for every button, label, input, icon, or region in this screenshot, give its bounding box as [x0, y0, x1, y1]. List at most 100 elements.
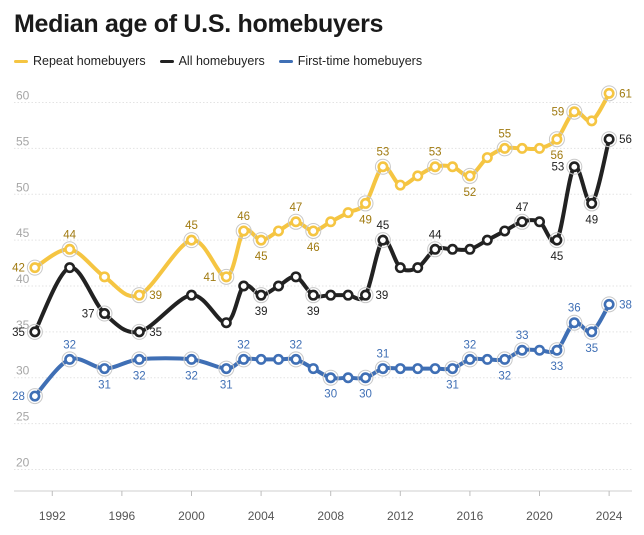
- data-point-first-time-1997[interactable]: [133, 353, 145, 365]
- data-point-repeat-2022[interactable]: [568, 106, 580, 118]
- data-point-all-2008[interactable]: [325, 289, 337, 301]
- data-point-first-time-1993[interactable]: [64, 353, 76, 365]
- data-point-first-time-2011[interactable]: [377, 363, 389, 375]
- data-point-all-2016[interactable]: [464, 243, 476, 255]
- data-point-repeat-2010[interactable]: [360, 197, 372, 209]
- data-point-repeat-2007[interactable]: [307, 225, 319, 237]
- data-point-first-time-2007[interactable]: [307, 363, 319, 375]
- data-point-repeat-2011[interactable]: [377, 161, 389, 173]
- data-point-repeat-2012[interactable]: [394, 179, 406, 191]
- data-point-all-2011[interactable]: [377, 234, 389, 246]
- data-point-all-2018[interactable]: [499, 225, 511, 237]
- point-halo-repeat-2018: [496, 140, 513, 157]
- point-halo-first-time-2015: [444, 360, 461, 377]
- data-point-first-time-2021[interactable]: [551, 344, 563, 356]
- data-point-first-time-1991[interactable]: [29, 390, 41, 402]
- data-point-all-2004[interactable]: [255, 289, 267, 301]
- data-label-all-2019: 47: [516, 202, 529, 214]
- data-point-all-2009[interactable]: [342, 289, 354, 301]
- point-halo-repeat-2010: [357, 195, 374, 212]
- data-point-repeat-2015[interactable]: [447, 161, 459, 173]
- data-point-first-time-2014[interactable]: [429, 363, 441, 375]
- data-point-repeat-2004[interactable]: [255, 234, 267, 246]
- legend-item-first-time[interactable]: First-time homebuyers: [278, 54, 422, 68]
- data-label-first-time-2000: 32: [185, 370, 198, 382]
- data-point-all-1997[interactable]: [133, 326, 145, 338]
- chart-title: Median age of U.S. homebuyers: [14, 10, 384, 38]
- data-point-first-time-2018[interactable]: [499, 353, 511, 365]
- data-point-repeat-2000[interactable]: [185, 234, 197, 246]
- data-point-all-2006[interactable]: [290, 271, 302, 283]
- data-point-all-1993[interactable]: [64, 262, 76, 274]
- data-point-all-2019[interactable]: [516, 216, 528, 228]
- data-point-first-time-2024[interactable]: [603, 298, 615, 310]
- data-point-repeat-2008[interactable]: [325, 216, 337, 228]
- data-point-all-2023[interactable]: [586, 197, 598, 209]
- data-point-repeat-1993[interactable]: [64, 243, 76, 255]
- data-point-first-time-2022[interactable]: [568, 317, 580, 329]
- data-point-repeat-2018[interactable]: [499, 142, 511, 154]
- data-point-first-time-2009[interactable]: [342, 372, 354, 384]
- point-halo-all-1995: [96, 305, 113, 322]
- data-point-repeat-2023[interactable]: [586, 115, 598, 127]
- data-point-first-time-2012[interactable]: [394, 363, 406, 375]
- data-point-first-time-2017[interactable]: [481, 353, 493, 365]
- data-point-first-time-2015[interactable]: [447, 363, 459, 375]
- data-point-repeat-2021[interactable]: [551, 133, 563, 145]
- data-point-first-time-2005[interactable]: [272, 353, 284, 365]
- data-point-first-time-2019[interactable]: [516, 344, 528, 356]
- data-point-repeat-1995[interactable]: [98, 271, 110, 283]
- data-point-all-2024[interactable]: [603, 133, 615, 145]
- data-point-repeat-2014[interactable]: [429, 161, 441, 173]
- data-point-first-time-2004[interactable]: [255, 353, 267, 365]
- data-point-all-2002[interactable]: [220, 317, 232, 329]
- data-point-all-2015[interactable]: [447, 243, 459, 255]
- data-point-all-2005[interactable]: [272, 280, 284, 292]
- data-point-all-2010[interactable]: [360, 289, 372, 301]
- data-point-all-2012[interactable]: [394, 262, 406, 274]
- data-point-all-2007[interactable]: [307, 289, 319, 301]
- data-point-all-2013[interactable]: [412, 262, 424, 274]
- data-point-first-time-2023[interactable]: [586, 326, 598, 338]
- data-point-repeat-2009[interactable]: [342, 207, 354, 219]
- data-point-all-2017[interactable]: [481, 234, 493, 246]
- legend-label-all: All homebuyers: [178, 54, 265, 68]
- data-point-repeat-2005[interactable]: [272, 225, 284, 237]
- data-label-repeat-2007: 46: [307, 242, 320, 254]
- data-point-all-1995[interactable]: [98, 308, 110, 320]
- data-point-all-2014[interactable]: [429, 243, 441, 255]
- data-point-first-time-2006[interactable]: [290, 353, 302, 365]
- data-point-repeat-1997[interactable]: [133, 289, 145, 301]
- data-point-repeat-2024[interactable]: [603, 87, 615, 99]
- data-point-first-time-1995[interactable]: [98, 363, 110, 375]
- legend-item-repeat[interactable]: Repeat homebuyers: [14, 54, 146, 68]
- data-point-repeat-2013[interactable]: [412, 170, 424, 182]
- data-point-repeat-2019[interactable]: [516, 142, 528, 154]
- data-point-first-time-2010[interactable]: [360, 372, 372, 384]
- point-halo-first-time-1991: [26, 388, 43, 405]
- data-point-first-time-2002[interactable]: [220, 363, 232, 375]
- data-point-first-time-2008[interactable]: [325, 372, 337, 384]
- data-point-first-time-2020[interactable]: [534, 344, 546, 356]
- data-point-all-1991[interactable]: [29, 326, 41, 338]
- point-halo-first-time-2024: [601, 296, 618, 313]
- legend-item-all[interactable]: All homebuyers: [159, 54, 265, 68]
- data-point-all-2000[interactable]: [185, 289, 197, 301]
- data-point-first-time-2013[interactable]: [412, 363, 424, 375]
- data-point-repeat-1991[interactable]: [29, 262, 41, 274]
- data-point-all-2021[interactable]: [551, 234, 563, 246]
- data-label-all-2021: 45: [551, 251, 564, 263]
- data-point-repeat-2016[interactable]: [464, 170, 476, 182]
- data-point-repeat-2006[interactable]: [290, 216, 302, 228]
- data-point-first-time-2016[interactable]: [464, 353, 476, 365]
- data-point-all-2022[interactable]: [568, 161, 580, 173]
- data-point-first-time-2003[interactable]: [238, 353, 250, 365]
- data-point-repeat-2020[interactable]: [534, 142, 546, 154]
- data-point-repeat-2002[interactable]: [220, 271, 232, 283]
- data-point-all-2003[interactable]: [238, 280, 250, 292]
- data-point-repeat-2017[interactable]: [481, 152, 493, 164]
- data-point-all-2020[interactable]: [534, 216, 546, 228]
- data-label-first-time-2023: 35: [585, 343, 598, 355]
- data-point-first-time-2000[interactable]: [185, 353, 197, 365]
- data-point-repeat-2003[interactable]: [238, 225, 250, 237]
